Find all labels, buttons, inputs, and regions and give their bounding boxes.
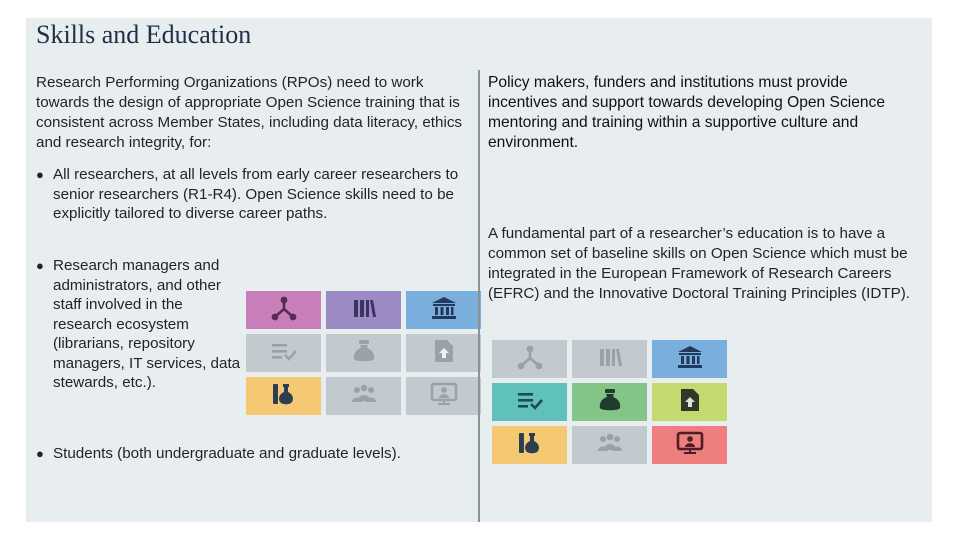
lab-flask-icon <box>515 430 545 461</box>
icon-tile <box>492 426 567 464</box>
lab-flask-icon <box>269 381 299 412</box>
icon-tile <box>326 377 401 415</box>
icon-tile <box>572 340 647 378</box>
bullet-dot: ● <box>36 258 44 273</box>
institution-icon <box>429 295 459 326</box>
books-icon <box>595 344 625 375</box>
icon-tile <box>572 383 647 421</box>
icon-tile <box>406 377 481 415</box>
money-bag-icon <box>349 338 379 369</box>
document-upload-icon <box>429 338 459 369</box>
network-icon <box>269 295 299 326</box>
checklist-icon <box>515 387 545 418</box>
left-intro-paragraph: Research Performing Organizations (RPOs)… <box>36 74 463 151</box>
right-policy-paragraph: Policy makers, funders and institutions … <box>488 74 886 151</box>
bullet-dot: ● <box>36 446 44 461</box>
bullet-text: Students (both undergraduate and graduat… <box>53 445 401 462</box>
bullet-text: Research managers and administrators, an… <box>53 257 241 391</box>
slide: Skills and Education Research Performing… <box>26 18 932 522</box>
column-divider <box>478 70 480 522</box>
right-education-paragraph: A fundamental part of a researcher’s edu… <box>488 225 911 302</box>
presentation-screen-icon <box>429 381 459 412</box>
icon-tile <box>246 334 321 372</box>
icon-tile <box>652 383 727 421</box>
icon-tile <box>572 426 647 464</box>
network-icon <box>515 344 545 375</box>
icon-grid-left <box>246 291 481 415</box>
icon-tile <box>652 426 727 464</box>
icon-grid-right <box>492 340 727 464</box>
bullet-researchers: ● All researchers, at all levels from ea… <box>36 165 466 224</box>
checklist-icon <box>269 338 299 369</box>
presentation-screen-icon <box>675 430 705 461</box>
document-upload-icon <box>675 387 705 418</box>
bullet-dot: ● <box>36 167 44 182</box>
icon-tile <box>246 377 321 415</box>
icon-tile <box>406 334 481 372</box>
icon-tile <box>326 291 401 329</box>
money-bag-icon <box>595 387 625 418</box>
people-group-icon <box>595 430 625 461</box>
icon-tile <box>652 340 727 378</box>
icon-tile <box>492 340 567 378</box>
slide-title: Skills and Education <box>36 20 252 49</box>
icon-tile <box>406 291 481 329</box>
books-icon <box>349 295 379 326</box>
people-group-icon <box>349 381 379 412</box>
icon-tile <box>246 291 321 329</box>
bullet-text: All researchers, at all levels from earl… <box>53 166 459 222</box>
icon-tile <box>492 383 567 421</box>
institution-icon <box>675 344 705 375</box>
icon-tile <box>326 334 401 372</box>
bullet-research-managers: ● Research managers and administrators, … <box>36 256 246 393</box>
bullet-students: ● Students (both undergraduate and gradu… <box>36 444 466 464</box>
